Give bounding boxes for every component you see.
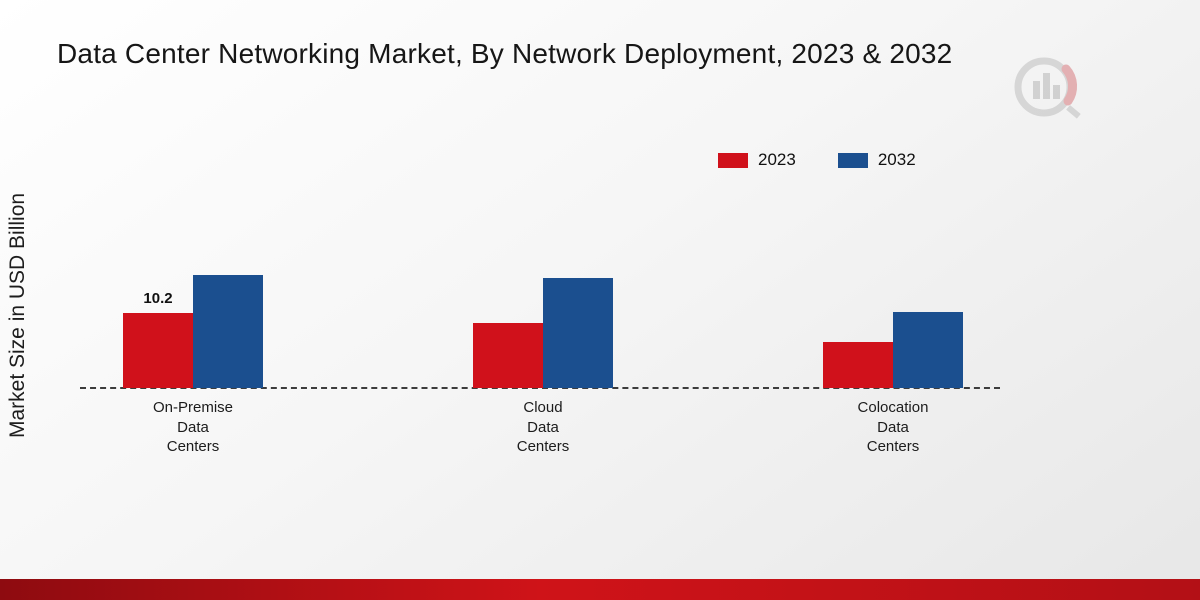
bar-value-label: 10.2 xyxy=(143,290,173,307)
bar-2032 xyxy=(893,312,963,388)
bar-group: 10.2 On-Premise Data Centers xyxy=(123,275,263,455)
bar-2032 xyxy=(543,278,613,388)
chart-title: Data Center Networking Market, By Networ… xyxy=(57,38,953,69)
bar-2032 xyxy=(193,275,263,388)
bar-2023 xyxy=(823,342,893,388)
x-axis-baseline xyxy=(80,387,1000,389)
footer-accent-bar xyxy=(0,579,1200,600)
category-label: On-Premise Data Centers xyxy=(152,399,234,455)
legend-item-2032: 2032 xyxy=(837,150,916,170)
legend-item-2023: 2023 xyxy=(718,150,796,170)
bar-group: Cloud Data Centers xyxy=(473,278,613,455)
legend-label-2023: 2023 xyxy=(758,150,796,169)
bar-2023 xyxy=(473,323,543,388)
category-label: Colocation Data Centers xyxy=(857,399,929,455)
brand-watermark-logo xyxy=(1014,57,1081,119)
chart-area: 10.2 On-Premise Data Centers Cloud Data Ce… xyxy=(80,158,1000,455)
bar-group: Colocation Data Centers xyxy=(823,312,963,455)
bar-2023: 10.2 xyxy=(123,290,193,388)
legend-swatch-2032 xyxy=(837,152,868,168)
y-axis-label: Market Size in USD Billion xyxy=(6,192,29,438)
category-label: Cloud Data Centers xyxy=(516,399,570,455)
legend: 2023 2032 xyxy=(718,150,916,170)
legend-swatch-2023 xyxy=(718,152,748,168)
legend-label-2032: 2032 xyxy=(877,150,916,169)
